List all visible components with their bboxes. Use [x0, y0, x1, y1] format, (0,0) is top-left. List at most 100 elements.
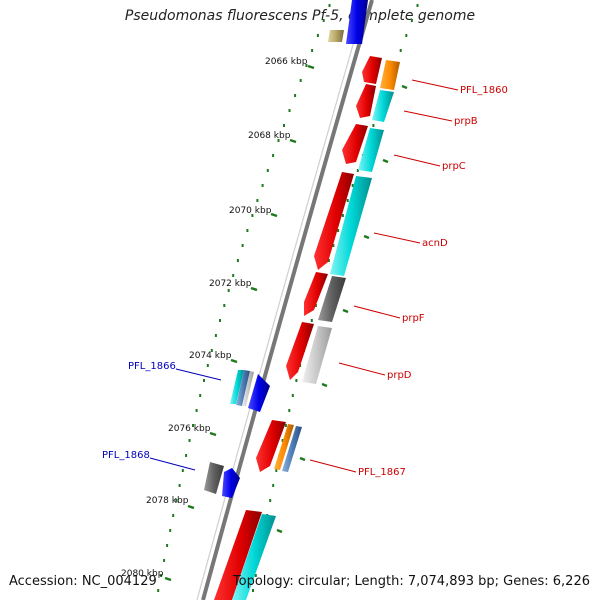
genome-backbone-inner — [196, 0, 367, 600]
tick-dot — [203, 379, 205, 382]
gene-feature-grey-prpf — [318, 276, 346, 322]
tick-dot — [269, 499, 272, 502]
gene-feature-blue-1866 — [248, 374, 270, 412]
tick-dot — [337, 229, 340, 232]
tick-dot — [246, 229, 249, 232]
tick-dot — [160, 574, 163, 577]
tick-dot — [188, 439, 191, 442]
gene-label: PFL_1866 — [128, 361, 176, 372]
gene-feature-orange-1867 — [274, 424, 294, 470]
tick-dot — [284, 424, 287, 427]
tick-label: 2078 kbp — [146, 496, 189, 506]
tick-labels: 2066 kbp 2068 kbp 2070 kbp 2072 kbp 2074… — [121, 57, 308, 579]
tick-dot — [346, 199, 349, 202]
tick-dot — [295, 379, 298, 382]
tick-dot — [195, 409, 198, 412]
tick-dot — [252, 589, 254, 592]
tick-dot — [299, 79, 302, 82]
tick-dot — [291, 394, 294, 397]
tick-dot — [399, 49, 402, 52]
tick-label: 2074 kbp — [189, 351, 232, 361]
tick-dot — [185, 454, 188, 457]
genome-backbone — [201, 0, 374, 600]
tick-dot — [241, 244, 244, 247]
accession-text: Accession: NC_004129 — [9, 574, 157, 589]
gene-feature-blue-top — [346, 0, 368, 44]
topology-text: Topology: circular; Length: 7,074,893 bp… — [232, 574, 590, 589]
gene-feature-light-prpd — [302, 326, 332, 384]
tick-dot — [310, 319, 313, 322]
tick-dot — [210, 349, 213, 352]
tick-dot — [169, 529, 172, 532]
gene-feature-olive — [328, 30, 344, 42]
tick-dot — [214, 334, 217, 337]
gene-feature-red-prpf — [304, 272, 328, 316]
tick-dot — [166, 544, 169, 547]
label-leaders-right — [309, 79, 459, 473]
gene-feature-cyan-acnd — [330, 176, 372, 276]
tick-dot — [275, 469, 278, 472]
tick-dot — [351, 184, 354, 187]
gene-label: prpD — [387, 370, 412, 381]
tick-dot — [314, 304, 317, 307]
tick-dot — [192, 424, 194, 427]
gene-label: prpF — [402, 313, 425, 324]
tick-dot — [227, 289, 230, 292]
gene-feature-red-prpd — [286, 322, 314, 380]
gene-label: acnD — [422, 238, 448, 249]
gene-labels-left: PFL_1866 PFL_1868 — [102, 361, 176, 461]
label-leaders-left — [149, 368, 222, 471]
tick-dot — [332, 244, 335, 247]
tick-dot — [223, 304, 226, 307]
tick-dot — [272, 484, 275, 487]
tick-dot — [328, 4, 331, 7]
gene-feature-red-acnd — [314, 172, 354, 270]
tick-dot — [281, 439, 284, 442]
tick-dot — [163, 559, 166, 562]
gene-labels-right: PFL_1860 prpB prpC acnD prpF prpD PFL_18… — [358, 85, 508, 478]
tick-dot — [322, 19, 325, 22]
tick-dot — [283, 124, 285, 127]
tick-dot — [294, 94, 297, 97]
tick-dot — [251, 214, 254, 217]
tick-label: 2066 kbp — [265, 57, 308, 67]
tick-label: 2068 kbp — [248, 131, 291, 141]
tick-dot — [356, 169, 359, 172]
tick-dot — [341, 214, 344, 217]
tick-dot — [175, 499, 178, 502]
gene-feature-red-1860 — [362, 56, 382, 84]
tick-dot — [157, 589, 160, 592]
gene-feature-blue-1868 — [222, 468, 240, 498]
tick-dot — [316, 34, 319, 37]
gene-label: PFL_1868 — [102, 450, 150, 461]
tick-dot — [288, 109, 291, 112]
tick-dot — [254, 574, 257, 577]
gene-label: PFL_1867 — [358, 467, 406, 478]
tick-track-outer — [157, 4, 331, 592]
tick-dot — [311, 49, 314, 52]
gene-feature-cyan-bottom — [232, 514, 276, 600]
gene-feature-cyan-prpc — [358, 128, 384, 172]
tick-dot — [199, 394, 202, 397]
tick-label: 2072 kbp — [209, 279, 252, 289]
map-title: Pseudomonas fluorescens Pf-5, complete g… — [124, 8, 476, 24]
tick-dot — [178, 484, 181, 487]
tick-marks — [164, 64, 408, 582]
tick-dot — [372, 124, 375, 127]
gene-label: prpB — [454, 116, 478, 127]
tick-dot — [219, 319, 221, 322]
gene-feature-steel-1866 — [236, 370, 250, 406]
tick-dot — [232, 274, 235, 277]
tick-dot — [206, 364, 209, 367]
gene-label: PFL_1860 — [460, 85, 508, 96]
tick-dot — [256, 199, 259, 202]
gene-feature-red-1867 — [256, 420, 286, 472]
gene-feature-grey-1866 — [242, 371, 254, 406]
tick-dot — [236, 259, 239, 262]
tick-dot — [416, 4, 419, 7]
tick-dot — [327, 259, 330, 262]
tick-dot — [172, 514, 175, 517]
tick-dot — [410, 19, 413, 22]
gene-feature-red-bottom — [214, 510, 262, 600]
